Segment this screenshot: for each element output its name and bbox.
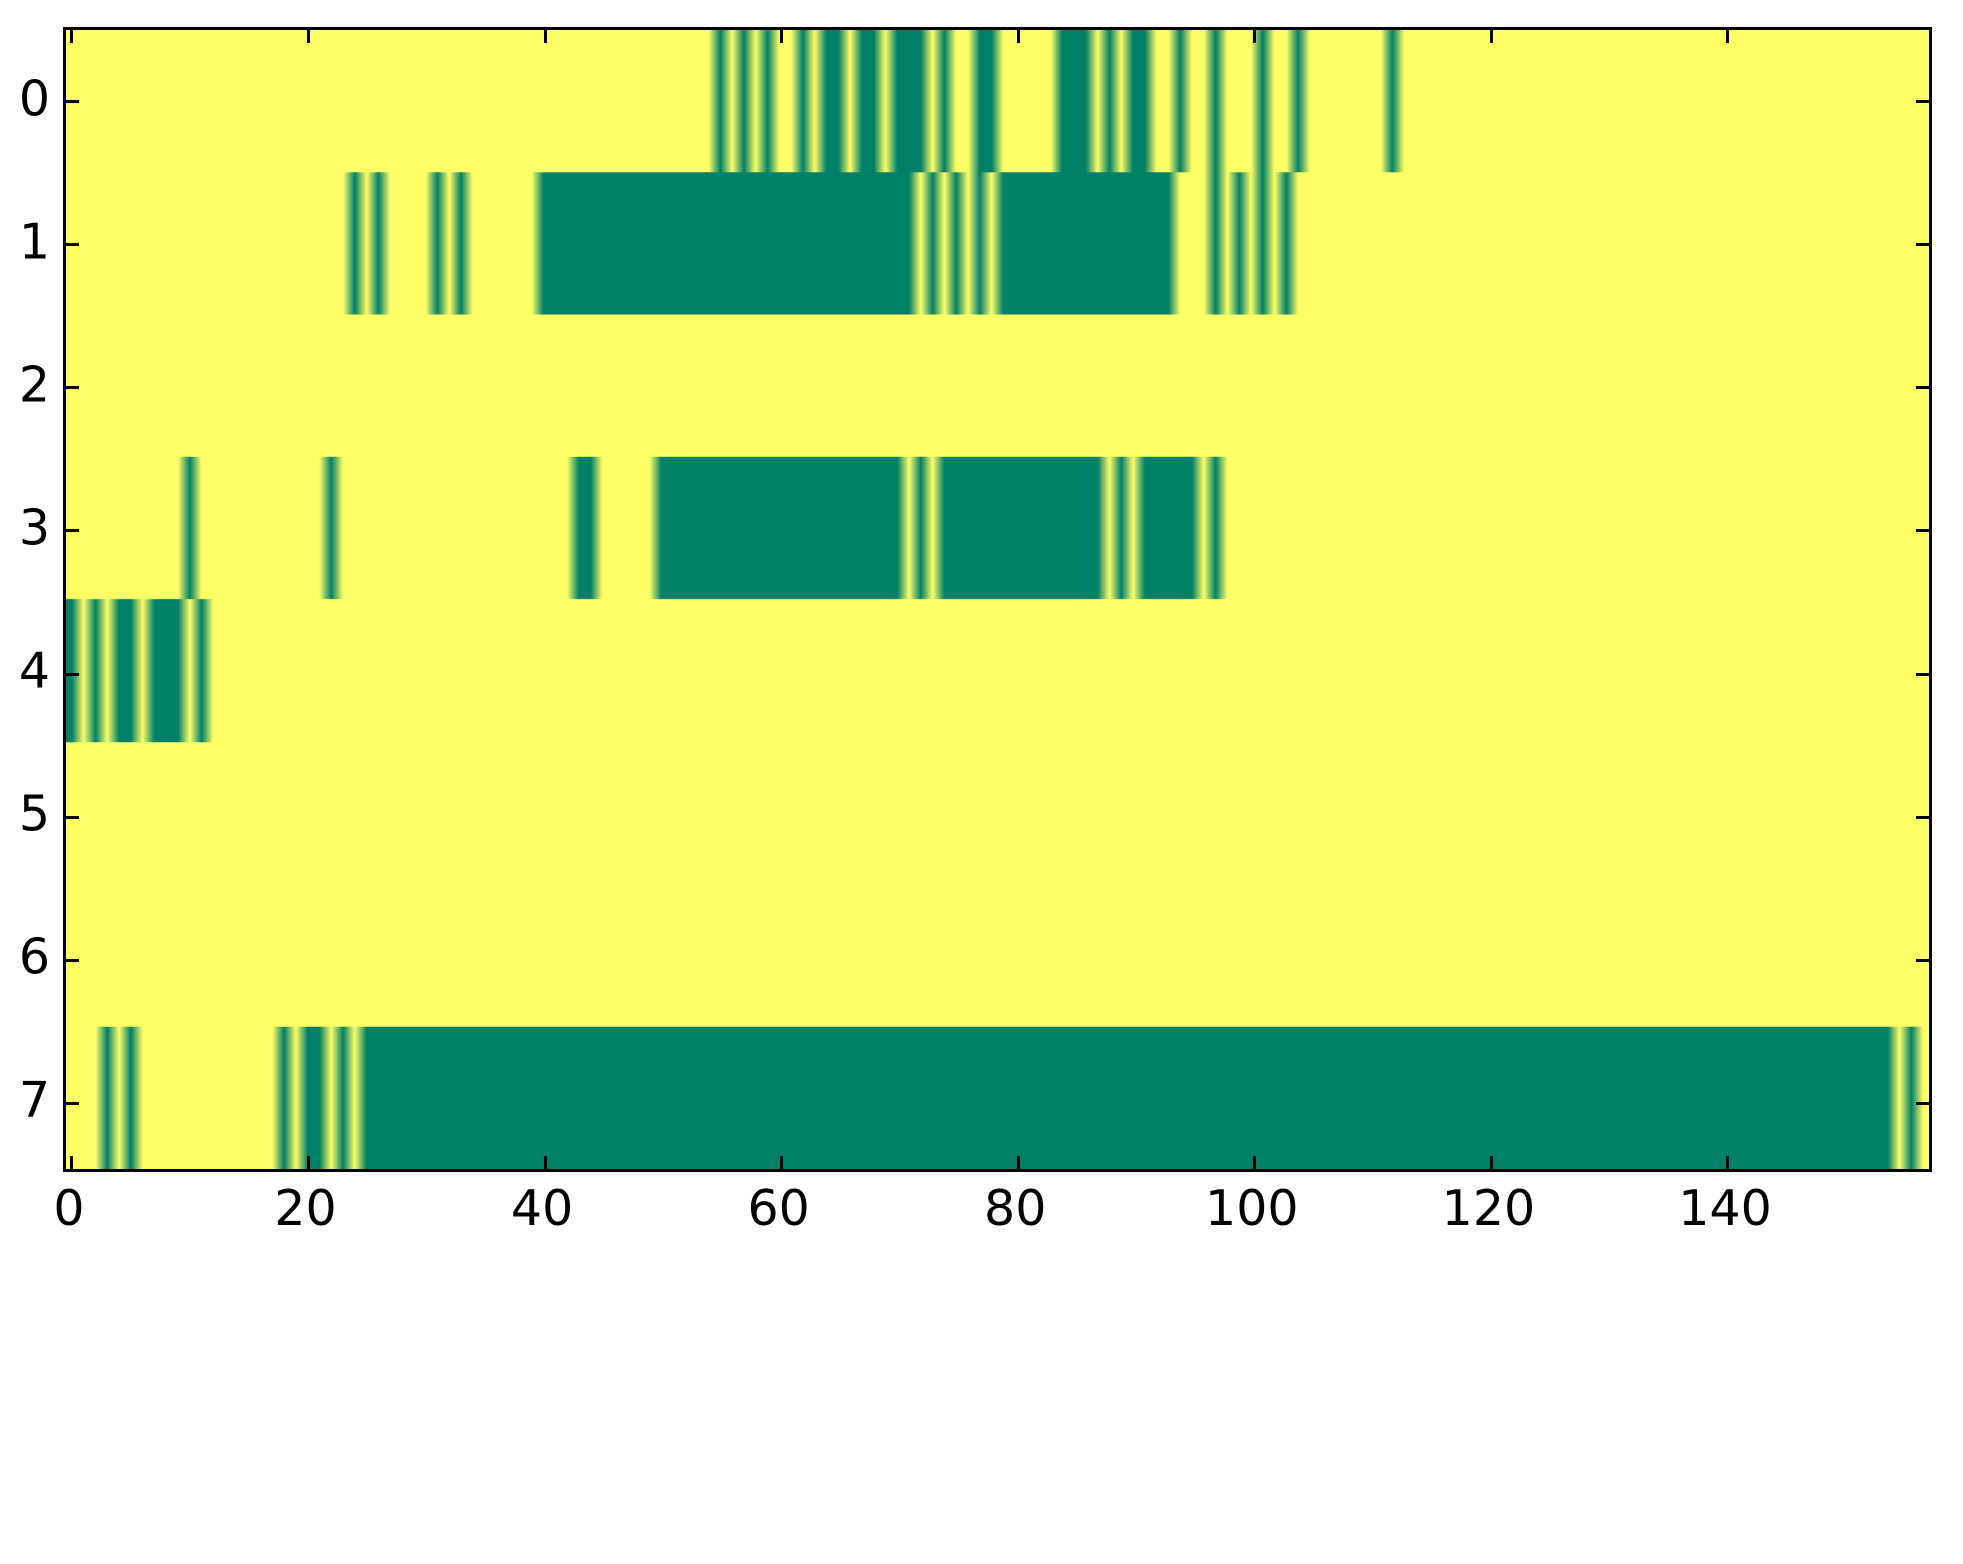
y-tick-mark [66,1101,79,1105]
x-tick-label: 0 [53,1180,85,1237]
y-tick-label: 5 [18,785,50,843]
y-tick-mark-right [1916,529,1929,533]
x-tick-mark-top [1253,30,1257,43]
heatmap-axes[interactable] [63,27,1932,1172]
x-tick-mark-top [70,30,74,43]
x-tick-mark [306,1156,310,1169]
x-tick-mark-top [306,30,310,43]
x-tick-mark [780,1156,784,1169]
x-tick-mark [1489,1156,1493,1169]
x-tick-label: 60 [747,1180,810,1237]
y-tick-mark-right [1916,672,1929,676]
y-tick-mark [66,529,79,533]
x-tick-mark [70,1156,74,1169]
x-tick-label: 80 [984,1180,1047,1237]
y-tick-label: 0 [18,70,50,128]
heatmap-image [66,30,1929,1169]
x-tick-label: 40 [510,1180,574,1237]
y-tick-mark [66,958,79,962]
y-tick-mark [66,243,79,247]
y-tick-mark-right [1916,243,1929,247]
x-tick-mark-top [1489,30,1493,43]
x-tick-mark-top [1726,30,1730,43]
y-tick-mark [66,815,79,819]
x-tick-mark-top [780,30,784,43]
y-tick-label: 6 [18,928,50,986]
y-tick-mark-right [1916,1101,1929,1105]
y-tick-label: 4 [18,642,50,700]
y-tick-mark [66,386,79,390]
x-tick-mark [1253,1156,1257,1169]
x-tick-mark [1726,1156,1730,1169]
y-tick-mark-right [1916,386,1929,390]
y-tick-label: 3 [18,499,50,557]
y-tick-label: 1 [18,213,50,271]
y-tick-mark-right [1916,958,1929,962]
x-tick-mark [543,1156,547,1169]
x-tick-mark-top [1016,30,1020,43]
x-tick-label: 120 [1441,1180,1536,1237]
x-tick-mark [1016,1156,1020,1169]
x-tick-label: 20 [274,1180,337,1237]
x-tick-label: 140 [1678,1180,1772,1237]
y-tick-label: 2 [18,356,50,414]
y-tick-mark [66,100,79,104]
y-tick-mark [66,672,79,676]
y-tick-label: 7 [18,1071,50,1129]
x-tick-label: 100 [1205,1180,1299,1237]
y-tick-mark-right [1916,815,1929,819]
x-tick-mark-top [543,30,547,43]
y-tick-mark-right [1916,100,1929,104]
